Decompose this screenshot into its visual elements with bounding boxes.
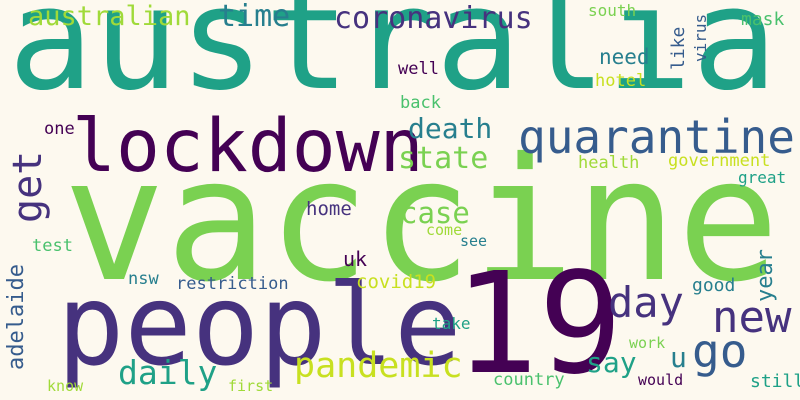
- word-one: one: [44, 119, 75, 139]
- word-u: u: [670, 341, 687, 374]
- word-australian: australian: [28, 1, 191, 32]
- word-adelaide: adelaide: [4, 264, 29, 370]
- word-need: need: [599, 45, 650, 69]
- word-daily: daily: [118, 353, 218, 392]
- word-back: back: [400, 93, 441, 113]
- word-well: well: [398, 59, 439, 79]
- word-see: see: [460, 232, 488, 250]
- word-restriction: restriction: [176, 274, 289, 294]
- word-country: country: [493, 370, 565, 390]
- word-great: great: [738, 168, 787, 187]
- word-go: go: [692, 324, 748, 378]
- word-day: day: [608, 278, 684, 327]
- word-say: say: [586, 346, 637, 379]
- word-year: year: [753, 249, 778, 302]
- word-nsw: nsw: [128, 269, 159, 289]
- word-south: south: [588, 1, 637, 20]
- word-state: state: [398, 141, 489, 176]
- word-coronavirus: coronavirus: [334, 1, 533, 36]
- word-case: case: [400, 196, 470, 230]
- word-death: death: [408, 112, 493, 145]
- word-australia: australia: [8, 0, 778, 122]
- word-know: know: [47, 377, 84, 395]
- word-virus: virus: [691, 13, 710, 62]
- word-take: take: [432, 314, 471, 333]
- word-good: good: [692, 275, 736, 296]
- word-like: like: [668, 26, 689, 70]
- word-first: first: [228, 377, 274, 395]
- word-time: time: [218, 0, 291, 34]
- word-pandemic: pandemic: [294, 346, 463, 386]
- word-hotel: hotel: [595, 71, 647, 91]
- word-work: work: [629, 334, 666, 352]
- word-covid19: covid19: [356, 271, 437, 293]
- word-19: 19: [454, 243, 623, 400]
- word-vaccine: vaccine: [63, 122, 780, 320]
- word-new: new: [712, 292, 792, 343]
- word-home: home: [306, 198, 352, 220]
- word-uk: uk: [343, 247, 368, 271]
- word-get: get: [5, 150, 51, 223]
- word-people: people: [57, 261, 462, 391]
- word-health: health: [578, 153, 640, 173]
- word-still: still: [750, 371, 800, 392]
- word-would: would: [638, 371, 684, 389]
- word-lockdown: lockdown: [72, 104, 424, 189]
- word-come: come: [426, 221, 463, 239]
- word-mask: mask: [741, 9, 785, 30]
- word-quarantine: quarantine: [518, 110, 795, 164]
- word-test: test: [32, 236, 73, 256]
- word-government: government: [668, 151, 771, 171]
